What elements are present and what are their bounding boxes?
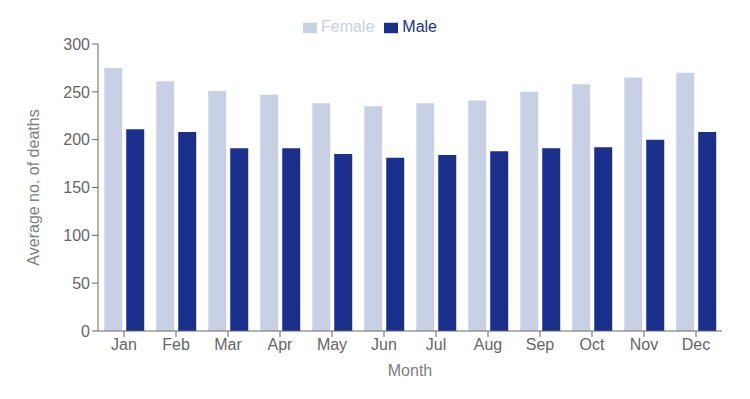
svg-text:Apr: Apr [268, 336, 294, 353]
svg-text:300: 300 [63, 36, 90, 53]
svg-text:Oct: Oct [580, 336, 605, 353]
svg-text:Jun: Jun [371, 336, 397, 353]
svg-text:150: 150 [63, 179, 90, 196]
svg-text:Mar: Mar [214, 336, 242, 353]
svg-text:Sep: Sep [526, 336, 555, 353]
svg-text:Aug: Aug [474, 336, 502, 353]
svg-text:Jul: Jul [426, 336, 446, 353]
svg-text:Feb: Feb [162, 336, 190, 353]
svg-text:Month: Month [388, 362, 432, 379]
html-text:Male: Male [402, 18, 437, 35]
svg-text:Jan: Jan [111, 336, 137, 353]
svg-text:Dec: Dec [682, 336, 710, 353]
svg-text:100: 100 [63, 227, 90, 244]
svg-text:Nov: Nov [630, 336, 658, 353]
svg-text:May: May [317, 336, 347, 353]
svg-text:Average no. of deaths: Average no. of deaths [25, 109, 42, 265]
html-text:Female: Female [321, 18, 375, 35]
svg-text:50: 50 [72, 275, 90, 292]
svg-text:250: 250 [63, 84, 90, 101]
svg-text:0: 0 [81, 323, 90, 340]
svg-text:200: 200 [63, 131, 90, 148]
